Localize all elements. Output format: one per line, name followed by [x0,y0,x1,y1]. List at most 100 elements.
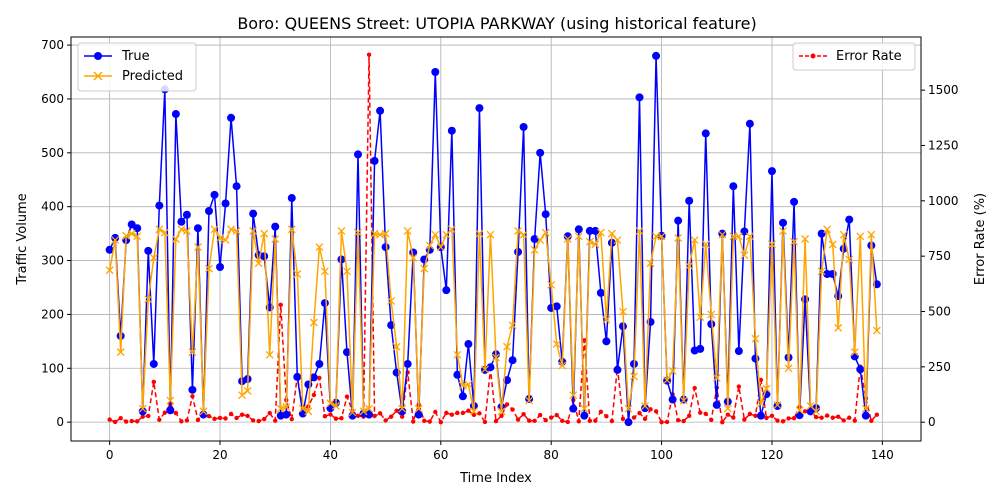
predicted-point [751,334,760,343]
true-point [790,197,799,206]
predicted-point [558,361,567,370]
error-rate-point [394,408,399,413]
legend-predicted-label: Predicted [122,69,183,84]
predicted-point [155,225,164,234]
predicted-point [839,230,848,239]
true-point [354,150,363,159]
error-rate-point [383,418,388,423]
true-point [729,182,738,191]
error-rate-point [322,414,328,419]
true-point [155,201,164,210]
error-rate-point [692,385,697,391]
predicted-point [801,235,810,243]
error-rate-point [742,417,747,422]
predicted-point [431,230,440,239]
predicted-point [133,232,142,241]
error-rate-point [504,402,510,407]
error-rate-point [289,416,294,422]
true-point [232,182,241,191]
axes: 0 20 40 60 80 100 120 140 0 100 200 300 400 500 600 700… [41,38,958,462]
error-rate-point [698,410,703,415]
true-point [293,372,302,381]
predicted-point [734,232,743,241]
error-rate-point [830,415,835,420]
predicted-point [354,228,362,237]
error-rate-point [521,412,526,417]
true-point [138,407,147,416]
error-rate-point [675,417,681,423]
error-rate-point [725,412,731,417]
true-point [271,222,280,231]
true-point [536,148,545,157]
predicted-point [563,235,572,243]
predicted-point [149,253,158,262]
true-point [442,286,451,295]
predicted-point [381,229,390,238]
true-point [635,93,644,102]
error-rate-point [140,414,145,419]
true-point [624,418,633,427]
predicted-point [613,236,622,245]
true-point [856,365,865,374]
error-rate-point [223,416,228,421]
predicted-point [812,407,821,416]
predicted-point [177,225,186,234]
predicted-point [199,407,208,416]
predicted-point [718,230,727,239]
error-rate-point [278,302,283,308]
error-rate-point [565,419,570,425]
predicted-point [850,348,859,357]
predicted-point [188,348,197,357]
error-rate-point [554,412,559,418]
true-point [817,229,826,238]
true-point [596,288,605,297]
true-point [315,359,324,368]
true-point [652,51,661,60]
error-rate-point [637,410,642,416]
predicted-point [679,396,688,405]
predicted-point [723,404,732,413]
error-rate-point [112,419,118,425]
predicted-point [492,353,500,362]
predicted-point [856,232,865,241]
error-rate-point [234,415,239,421]
true-point [304,380,313,389]
error-rate-point [228,411,234,417]
true-point [850,352,859,361]
predicted-point [343,267,351,276]
legend-true-marker [94,52,102,60]
predicted-point [768,240,776,249]
predicted-point [293,270,302,278]
error-rate-point [482,419,488,425]
y-axis-right-title: Error Rate (%) [973,193,988,285]
predicted-point [834,323,843,332]
predicted-point [127,229,136,238]
true-point [751,354,760,363]
true-point [210,190,219,199]
predicted-point [469,407,478,416]
y-right-tick-label: 750 [928,249,951,263]
error-rate-point [460,410,466,416]
y-tick-label: 0 [56,415,64,429]
predicted-point [762,384,771,393]
predicted-point [105,266,114,275]
x-axis-title: Time Index [459,471,532,486]
true-point [365,410,374,419]
error-rate-point [543,417,548,423]
predicted-point [530,245,539,254]
predicted-point [403,226,412,235]
error-rate-point [449,412,455,417]
error-rate-point [515,417,521,422]
true-point [779,218,788,227]
predicted-point [596,228,605,237]
true-point [342,348,351,357]
error-rate-point [157,417,162,422]
y-right-tick-label: 500 [928,304,951,318]
predicted-point [795,406,804,415]
true-point [613,365,622,374]
true-point [116,331,125,340]
error-rate-point [510,407,515,412]
error-rate-point [477,411,482,416]
x-tick-label: 60 [433,448,448,462]
error-rate-point [372,413,377,419]
